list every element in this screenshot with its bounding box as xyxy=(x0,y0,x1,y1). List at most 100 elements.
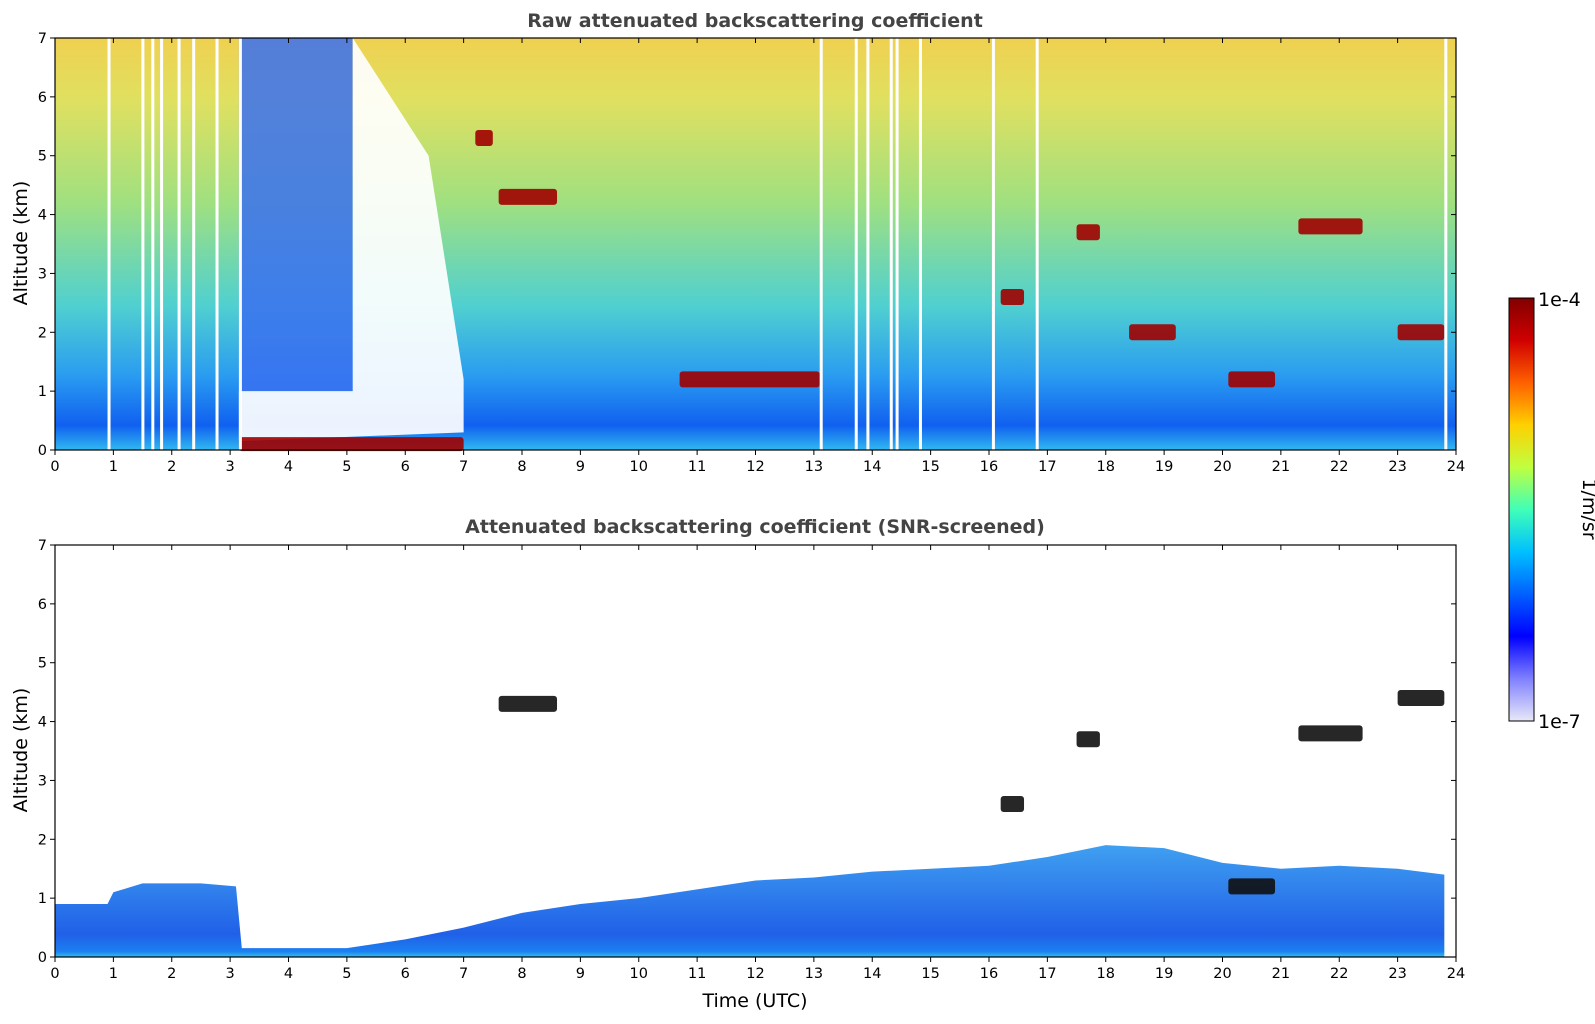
colorbar-gradient xyxy=(1508,297,1535,722)
x-tick-label: 21 xyxy=(1272,459,1290,475)
x-tick-label: 8 xyxy=(517,966,526,982)
cloud-feature xyxy=(1397,324,1445,341)
attenuated-signal-region xyxy=(238,38,464,442)
y-tick-label: 4 xyxy=(38,715,47,731)
y-tick-label: 3 xyxy=(38,773,47,789)
data-gap xyxy=(991,38,995,450)
data-gap xyxy=(866,38,870,450)
x-tick-label: 21 xyxy=(1272,966,1290,982)
data-gap xyxy=(177,38,181,450)
data-gap xyxy=(918,38,922,450)
data-gap xyxy=(819,38,823,450)
data-gap xyxy=(238,38,242,450)
cloud-feature xyxy=(1076,731,1100,748)
data-gap xyxy=(151,38,155,450)
y-tick-label: 6 xyxy=(38,90,47,106)
x-tick-label: 0 xyxy=(50,966,59,982)
x-tick-label: 5 xyxy=(342,459,351,475)
x-tick-label: 2 xyxy=(167,459,176,475)
x-tick-label: 20 xyxy=(1213,459,1231,475)
x-tick-label: 17 xyxy=(1038,966,1056,982)
x-tick-label: 23 xyxy=(1388,966,1406,982)
cloud-feature xyxy=(498,188,558,205)
x-tick-label: 6 xyxy=(401,459,410,475)
data-gap xyxy=(1035,38,1039,450)
y-tick-label: 0 xyxy=(38,443,47,459)
x-tick-label: 2 xyxy=(167,966,176,982)
boundary-layer-signal xyxy=(55,845,1445,957)
x-tick-label: 10 xyxy=(630,459,648,475)
colorbar-unit-label: 1/m/sr xyxy=(1578,478,1595,539)
x-tick-label: 4 xyxy=(284,966,293,982)
x-tick-label: 1 xyxy=(109,459,118,475)
y-tick-label: 1 xyxy=(38,891,47,907)
x-tick-label: 11 xyxy=(688,459,706,475)
data-gap xyxy=(192,38,196,450)
fog-layer xyxy=(238,437,464,452)
x-tick-label: 24 xyxy=(1447,966,1465,982)
x-tick-label: 15 xyxy=(921,966,939,982)
y-tick-label: 2 xyxy=(38,325,47,341)
x-tick-label: 4 xyxy=(284,459,293,475)
x-tick-label: 20 xyxy=(1213,966,1231,982)
x-tick-label: 11 xyxy=(688,966,706,982)
y-tick-label: 1 xyxy=(38,384,47,400)
cloud-feature xyxy=(1228,878,1276,895)
x-tick-label: 22 xyxy=(1330,459,1348,475)
data-gap xyxy=(160,38,164,450)
cloud-feature xyxy=(475,130,493,147)
x-tick-label: 18 xyxy=(1097,459,1115,475)
y-tick-label: 5 xyxy=(38,149,47,165)
colorbar: 1e-4 1e-7 1/m/sr xyxy=(1508,289,1595,733)
x-tick-label: 3 xyxy=(226,459,235,475)
cloud-feature xyxy=(498,695,558,712)
x-tick-label: 7 xyxy=(459,966,468,982)
x-tick-label: 8 xyxy=(517,459,526,475)
x-tick-label: 3 xyxy=(226,966,235,982)
data-gap xyxy=(1444,38,1448,450)
data-gap xyxy=(107,38,111,450)
cloud-feature xyxy=(1076,224,1100,241)
low-snr-noise-region xyxy=(238,38,353,392)
x-tick-label: 10 xyxy=(630,966,648,982)
x-tick-label: 23 xyxy=(1388,459,1406,475)
cloud-feature xyxy=(679,371,820,388)
y-tick-label: 2 xyxy=(38,832,47,848)
y-tick-label: 5 xyxy=(38,656,47,672)
x-tick-label: 18 xyxy=(1097,966,1115,982)
top-plot-area: 0 1 2 3 4 5 6 7 8 9 10 11 12 13 14 15 16 17 18 19 20 21 22 23 24… xyxy=(38,31,1465,475)
x-tick-label: 5 xyxy=(342,966,351,982)
x-tick-label: 13 xyxy=(805,459,823,475)
x-tick-label: 19 xyxy=(1155,966,1173,982)
x-tick-label: 9 xyxy=(576,459,585,475)
y-tick-label: 6 xyxy=(38,597,47,613)
top-chart-title: Raw attenuated backscattering coefficien… xyxy=(527,10,983,32)
y-tick-label: 4 xyxy=(38,208,47,224)
cloud-feature xyxy=(1298,218,1363,235)
bottom-y-axis-label: Altitude (km) xyxy=(10,688,32,813)
cloud-feature xyxy=(1298,725,1363,742)
x-tick-label: 22 xyxy=(1330,966,1348,982)
x-tick-label: 9 xyxy=(576,966,585,982)
colorbar-min-label: 1e-7 xyxy=(1538,711,1581,733)
data-gap xyxy=(889,38,893,450)
x-tick-label: 12 xyxy=(746,459,764,475)
cloud-feature xyxy=(1129,324,1176,341)
cloud-feature xyxy=(1228,371,1276,388)
x-tick-label: 12 xyxy=(746,966,764,982)
x-tick-label: 14 xyxy=(863,966,881,982)
x-tick-label: 0 xyxy=(50,459,59,475)
x-tick-label: 1 xyxy=(109,966,118,982)
x-tick-label: 6 xyxy=(401,966,410,982)
cloud-feature xyxy=(1397,690,1445,707)
x-tick-label: 16 xyxy=(980,459,998,475)
cloud-feature xyxy=(1000,795,1025,812)
x-tick-label: 15 xyxy=(921,459,939,475)
data-gap xyxy=(854,38,858,450)
x-axis-label: Time (UTC) xyxy=(701,990,807,1012)
x-tick-label: 17 xyxy=(1038,459,1056,475)
x-tick-label: 13 xyxy=(805,966,823,982)
bottom-chart-title: Attenuated backscattering coefficient (S… xyxy=(465,516,1045,538)
top-y-axis-label: Altitude (km) xyxy=(10,181,32,306)
